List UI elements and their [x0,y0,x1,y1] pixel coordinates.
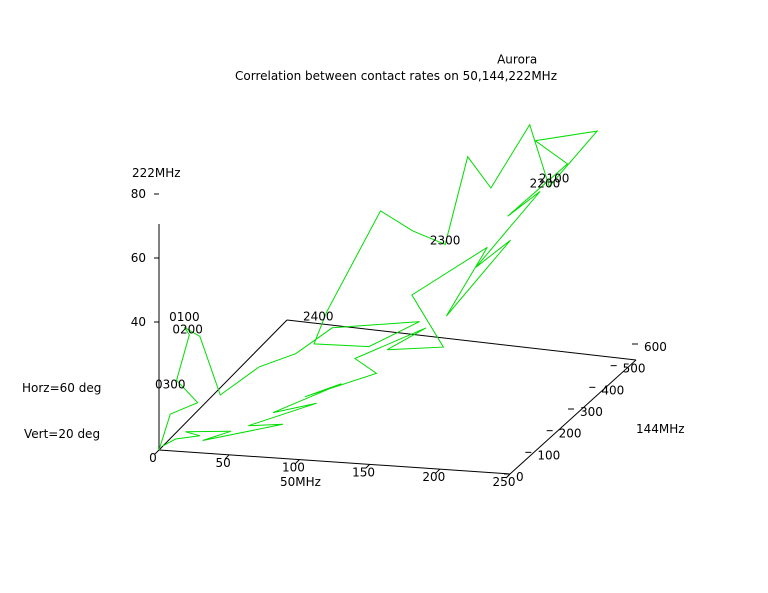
point-annotation: 0200 [172,322,203,336]
x-tick-label: 150 [352,465,375,479]
z-axis-label: 222MHz [132,166,181,180]
chart-title: Correlation between contact rates on 50,… [235,69,557,83]
y-tick-label: 0 [516,470,524,484]
x-tick-label: 100 [282,461,305,475]
x-tick-mark [365,464,370,469]
view-vertical-label: Vert=20 deg [24,427,100,441]
y-axis-label: 144MHz [636,422,685,436]
point-annotation: 2200 [530,177,561,191]
data-trace-line [158,123,599,451]
x-tick-mark [505,473,511,479]
z-tick-label: 80 [131,187,146,201]
x-tick-label: 50 [216,456,231,470]
point-annotation: 2100 [539,172,570,186]
x-axis-line [158,449,511,475]
x-tick-label: 200 [422,470,445,484]
y-axis-line [509,359,637,475]
x-tick-label: 0 [149,451,157,465]
z-tick-label: 60 [131,251,146,265]
x-tick-mark [154,449,160,455]
point-annotation: 2400 [303,309,334,323]
z-tick-label: 40 [131,315,146,329]
y-tick-label: 500 [623,362,646,376]
x-tick-label: 250 [493,475,516,489]
data-trace-group [158,123,599,451]
point-annotation: Aurora [497,52,537,66]
point-annotation: 0100 [169,310,200,324]
point-annotation: 2300 [430,233,461,247]
y-tick-label: 300 [580,405,603,419]
y-tick-label: 400 [601,383,624,397]
left-edge-line [158,319,288,451]
x-axis-label: 50MHz [280,475,321,489]
view-horizontal-label: Horz=60 deg [22,381,101,395]
y-tick-label: 600 [644,340,667,354]
x-tick-mark [435,468,441,474]
y-tick-label: 100 [537,448,560,462]
x-tick-mark [224,454,230,460]
x-tick-mark [295,459,300,464]
back-edge-line [286,319,637,361]
point-annotation: 0300 [155,378,186,392]
y-tick-label: 200 [559,427,582,441]
